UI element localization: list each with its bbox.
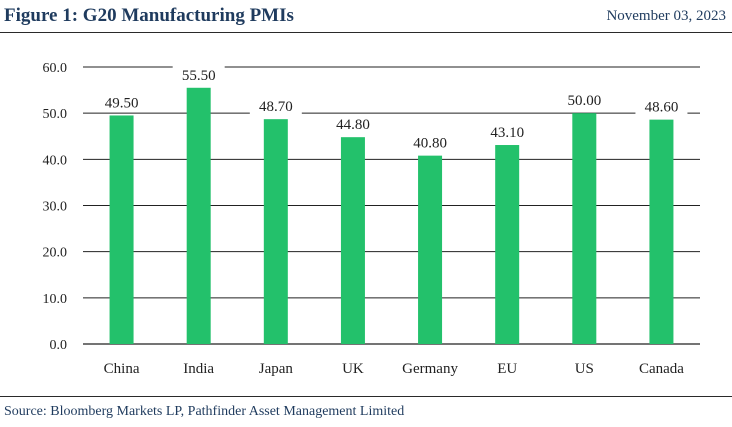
- data-label-background: [326, 115, 379, 133]
- y-tick-label: 10.0: [43, 292, 68, 307]
- y-tick-label: 20.0: [43, 246, 68, 261]
- bar: [418, 155, 443, 344]
- x-tick-label: China: [104, 361, 140, 377]
- figure-header: Figure 1: G20 Manufacturing PMIs Novembe…: [0, 0, 732, 32]
- x-tick-label: EU: [497, 361, 517, 377]
- data-label-background: [558, 91, 611, 109]
- x-tick-label: US: [575, 361, 594, 377]
- bar: [109, 115, 134, 344]
- data-label: 44.80: [336, 117, 370, 133]
- bar: [572, 113, 597, 345]
- data-label-background: [635, 97, 688, 115]
- data-label-background: [249, 97, 302, 115]
- data-label: 40.80: [413, 136, 447, 152]
- x-tick-label: Germany: [402, 361, 458, 377]
- y-tick-label: 50.0: [43, 107, 68, 122]
- source-note: Source: Bloomberg Markets LP, Pathfinder…: [4, 404, 405, 419]
- y-tick-label: 40.0: [43, 153, 68, 168]
- x-tick-label: UK: [342, 361, 364, 377]
- x-tick-label: Canada: [639, 361, 684, 377]
- data-label-background: [95, 93, 148, 111]
- x-tick-label: Japan: [259, 361, 294, 377]
- data-label-background: [481, 123, 534, 141]
- bar: [649, 119, 674, 344]
- y-tick-label: 30.0: [43, 200, 68, 215]
- data-label: 48.70: [259, 99, 293, 115]
- bar: [263, 119, 288, 344]
- data-label: 48.60: [645, 100, 679, 116]
- data-label: 55.50: [182, 68, 216, 84]
- report-date: November 03, 2023: [606, 8, 726, 24]
- y-tick-label: 0.0: [50, 338, 68, 353]
- data-label-background: [172, 65, 225, 83]
- bar: [495, 145, 520, 344]
- figure-title: Figure 1: G20 Manufacturing PMIs: [4, 5, 294, 26]
- bar: [340, 137, 365, 344]
- y-tick-label: 60.0: [43, 61, 68, 76]
- bar: [186, 87, 211, 345]
- header-divider: [0, 32, 732, 33]
- data-label: 50.00: [567, 93, 601, 109]
- data-label: 49.50: [105, 95, 139, 111]
- x-tick-label: India: [183, 361, 214, 377]
- footer-divider: [0, 396, 732, 397]
- data-label: 43.10: [490, 125, 524, 141]
- data-label-background: [404, 133, 457, 151]
- bar-chart: 0.0 10.0 20.0 30.0 40.0 50.0 60.0 49.50 China 55.…: [43, 61, 700, 377]
